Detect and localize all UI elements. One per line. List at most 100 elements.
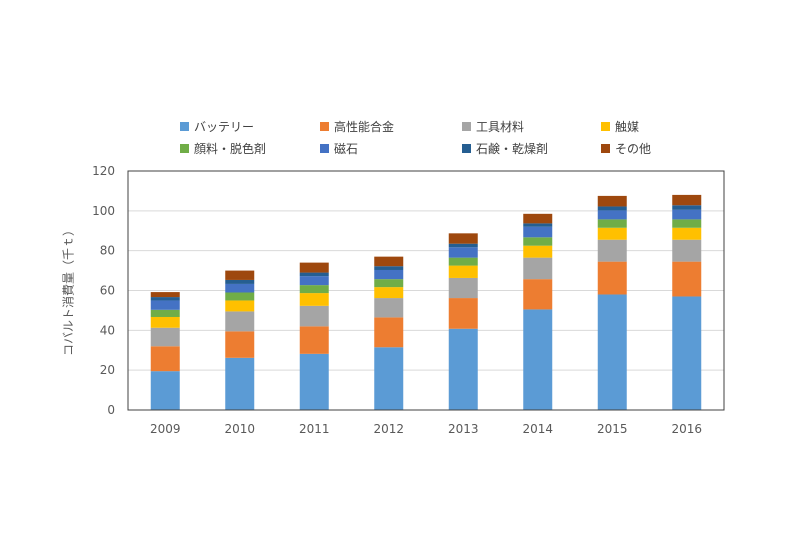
bar-segment	[374, 279, 404, 288]
legend-item: 工具材料	[462, 118, 524, 135]
bar-segment	[374, 266, 404, 270]
bar-segment	[672, 205, 702, 210]
bar-segment	[597, 239, 627, 262]
bar-segment	[672, 209, 702, 220]
bar-segment	[299, 272, 329, 277]
bar-segment	[597, 227, 627, 240]
bar-segment	[150, 327, 180, 347]
legend-label: その他	[615, 142, 652, 156]
legend-label: 石鹸・乾燥剤	[476, 142, 549, 156]
legend-label: 高性能合金	[334, 120, 395, 134]
legend-swatch	[601, 122, 610, 131]
bar-segment	[672, 261, 702, 297]
bar-segment	[523, 213, 553, 224]
bar-segment	[150, 371, 180, 410]
bar-segment	[672, 194, 702, 206]
bar-segment	[374, 347, 404, 410]
legend-label: 磁石	[334, 142, 359, 156]
bar-segment	[150, 292, 180, 298]
bar-segment	[150, 297, 180, 301]
bar-segment	[523, 223, 553, 227]
y-tick-label: 0	[107, 403, 115, 417]
bar-segment	[225, 270, 255, 280]
y-axis-label: コバルト消費量（千ｔ）	[61, 223, 76, 357]
y-tick-label: 100	[92, 204, 115, 218]
x-tick-label: 2012	[373, 422, 404, 436]
legend-swatch	[601, 144, 610, 153]
legend-item: 触媒	[601, 118, 639, 135]
x-tick-label: 2013	[448, 422, 479, 436]
bar-segment	[523, 279, 553, 310]
bar-segment	[448, 233, 478, 244]
x-tick-label: 2010	[224, 422, 255, 436]
plot-area-border	[127, 170, 725, 411]
bar-segment	[523, 257, 553, 280]
legend-item: その他	[601, 140, 651, 157]
x-tick-label: 2009	[150, 422, 181, 436]
bar-segment	[150, 346, 180, 372]
bar-segment	[225, 300, 255, 312]
bar-segment	[225, 357, 255, 410]
bar-segment	[225, 279, 255, 284]
bar-segment	[672, 239, 702, 262]
bar-segment	[374, 269, 404, 280]
legend-item: バッテリー	[180, 118, 254, 135]
x-tick-label: 2015	[597, 422, 628, 436]
y-tick-label: 40	[100, 323, 115, 337]
legend-item: 磁石	[320, 140, 358, 157]
bar-segment	[299, 285, 329, 294]
legend-label: バッテリー	[194, 120, 255, 134]
x-tick-label: 2011	[299, 422, 330, 436]
legend-item: 顔料・脱色剤	[180, 140, 266, 157]
legend-swatch	[180, 122, 189, 131]
y-tick-label: 80	[100, 244, 115, 258]
bar-segment	[672, 227, 702, 240]
legend-swatch	[320, 144, 329, 153]
bar-segment	[448, 265, 478, 278]
bar-segment	[448, 328, 478, 410]
legend-item: 高性能合金	[320, 118, 394, 135]
bar-segment	[523, 309, 553, 410]
bar-segment	[150, 300, 180, 310]
legend-label: 触媒	[615, 120, 640, 134]
bar-segment	[448, 277, 478, 299]
bar-segment	[597, 219, 627, 228]
bar-segment	[225, 283, 255, 293]
y-tick-label: 120	[92, 164, 115, 178]
bar-segment	[374, 287, 404, 299]
bar-segment	[374, 256, 404, 267]
bar-segment	[299, 305, 329, 327]
bar-segment	[672, 219, 702, 228]
bar-segment	[374, 298, 404, 318]
bar-segment	[299, 326, 329, 354]
bar-segment	[374, 317, 404, 348]
y-tick-label: 20	[100, 363, 115, 377]
bar-segment	[448, 298, 478, 329]
bar-segment	[299, 293, 329, 306]
bar-segment	[672, 296, 702, 410]
bar-segment	[225, 311, 255, 332]
bar-segment	[299, 262, 329, 273]
bar-segment	[448, 243, 478, 248]
bar-segment	[150, 309, 180, 317]
bar-segment	[597, 206, 627, 211]
bar-segment	[225, 331, 255, 358]
bar-segment	[299, 276, 329, 286]
bar-segment	[523, 226, 553, 238]
bar-segment	[597, 195, 627, 207]
legend-item: 石鹸・乾燥剤	[462, 140, 548, 157]
bar-segment	[597, 294, 627, 410]
bar-segment	[523, 237, 553, 246]
legend-label: 顔料・脱色剤	[194, 142, 267, 156]
bar-segment	[523, 245, 553, 258]
bar-segment	[225, 292, 255, 301]
legend-label: 工具材料	[476, 120, 525, 134]
legend-swatch	[180, 144, 189, 153]
bar-segment	[597, 261, 627, 295]
legend-swatch	[320, 122, 329, 131]
x-tick-label: 2016	[671, 422, 702, 436]
bar-segment	[597, 210, 627, 220]
bar-segment	[299, 353, 329, 410]
